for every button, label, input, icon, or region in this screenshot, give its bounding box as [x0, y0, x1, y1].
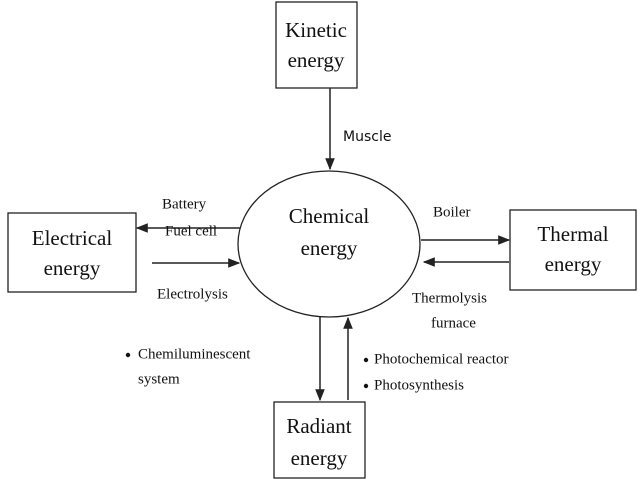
bullet: [363, 357, 369, 363]
edge-label: Photochemical reactor: [374, 351, 509, 367]
edge-label: Boiler: [433, 204, 471, 220]
edge-label: system: [138, 371, 180, 387]
node-label: energy: [301, 236, 358, 260]
edge-label: Muscle: [343, 129, 391, 145]
node-box: [7, 212, 137, 293]
bullet: [363, 383, 369, 389]
edge-label: Photosynthesis: [374, 377, 464, 393]
node-ellipse: [237, 170, 421, 318]
node-box: [275, 1, 358, 89]
node-label: energy: [291, 446, 348, 470]
node-label: Chemical: [289, 204, 370, 228]
node-label: energy: [545, 252, 602, 276]
node-label: energy: [44, 256, 101, 280]
edge-label: Battery: [162, 196, 207, 212]
bullet: [125, 352, 131, 358]
edge-label: Chemiluminescent: [138, 346, 251, 362]
node-label: Radiant: [286, 414, 351, 438]
node-label: energy: [288, 48, 345, 72]
node-label: Kinetic: [285, 18, 347, 42]
node-label: Electrical: [32, 226, 113, 250]
node-box: [273, 401, 366, 479]
edge-label: furnace: [431, 315, 476, 331]
edge-label: Thermolysis: [412, 290, 487, 306]
edge-label: Fuel cell: [165, 223, 217, 239]
node-label: Thermal: [537, 222, 608, 246]
node-box: [509, 209, 637, 291]
edge-label: Electrolysis: [157, 286, 228, 302]
